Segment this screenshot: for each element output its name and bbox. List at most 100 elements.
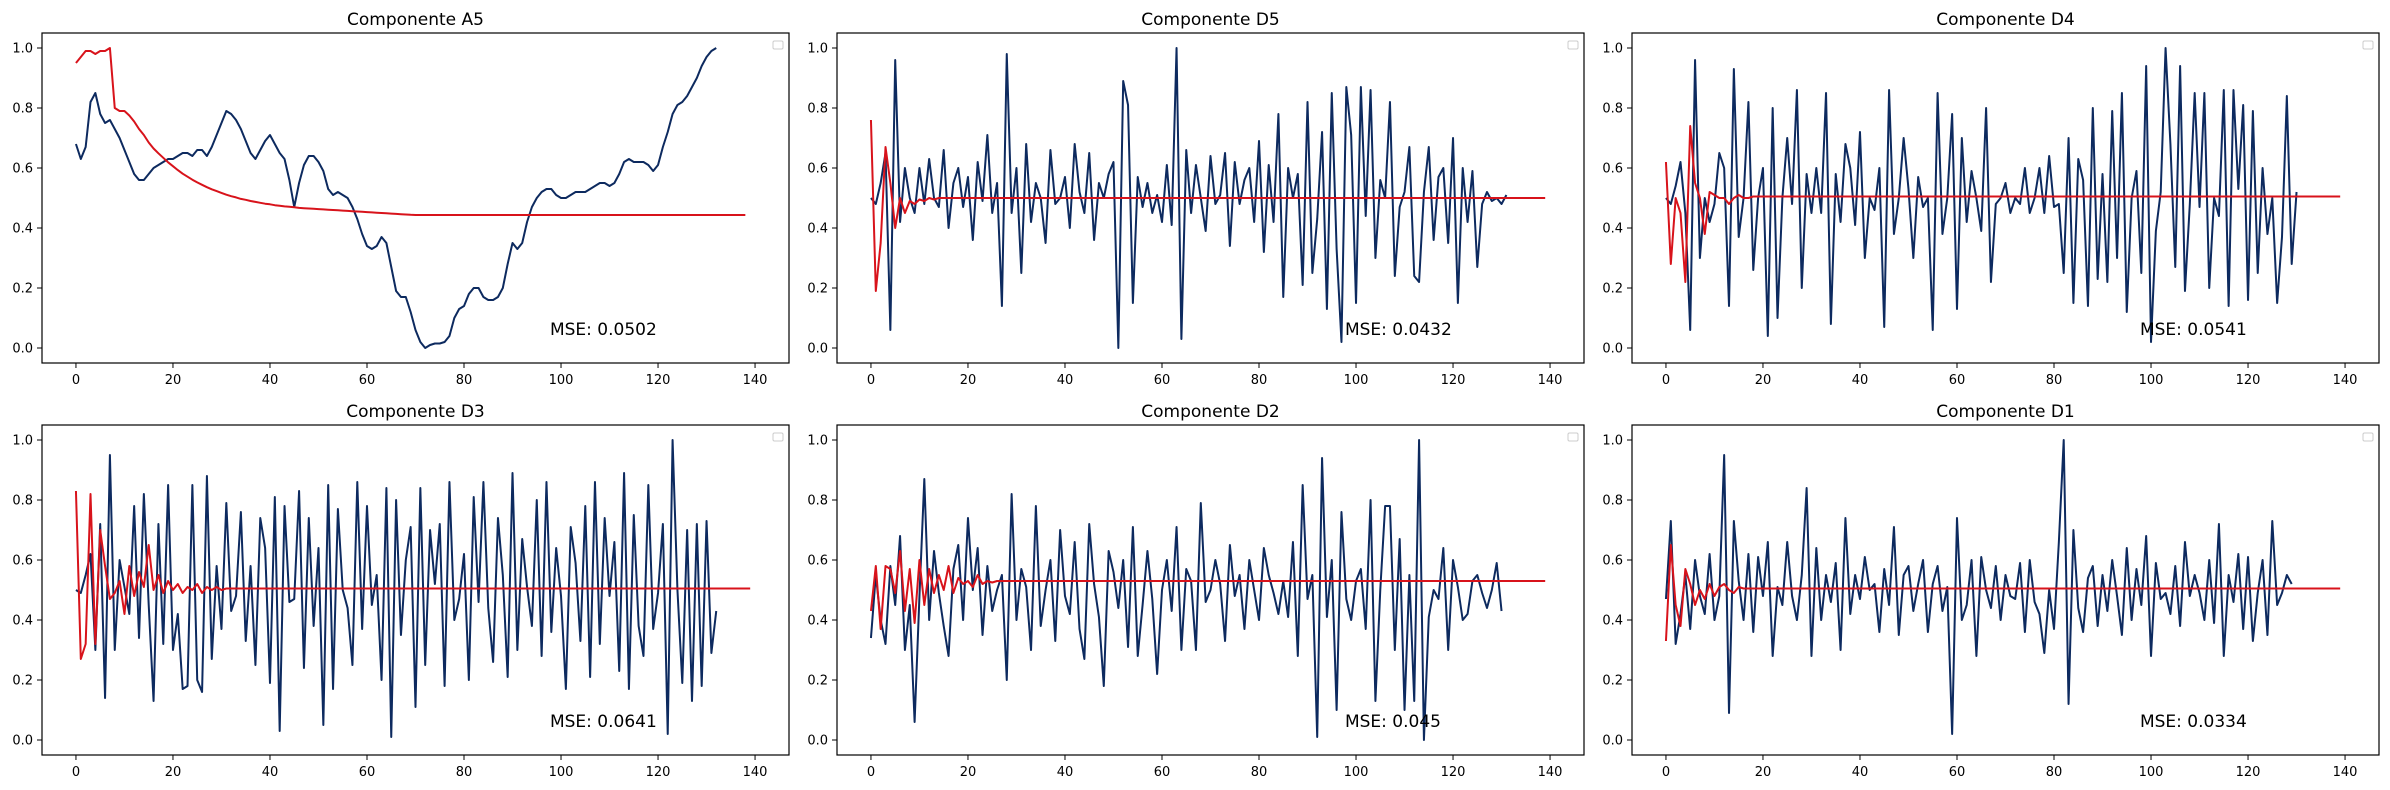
series-group	[869, 439, 1546, 741]
x-tick-label: 140	[1538, 765, 1563, 780]
legend-box	[772, 40, 784, 50]
x-tick-label: 20	[165, 765, 182, 780]
legend-box	[1567, 432, 1579, 442]
x-tick-label: 80	[1251, 373, 1268, 388]
y-tick-label: 0.6	[1602, 162, 1623, 177]
y-tick-label: 0.0	[1602, 734, 1623, 749]
x-tick-label: 120	[646, 373, 671, 388]
series-group	[1664, 439, 2341, 735]
x-tick-label: 140	[743, 765, 768, 780]
axes-frame	[41, 424, 790, 756]
x-tick-label: 20	[960, 373, 977, 388]
x-tick-label: 120	[2236, 373, 2261, 388]
y-tick-label: 0.4	[807, 222, 828, 237]
y-tick-label: 0.2	[1602, 282, 1623, 297]
prediction-line	[74, 490, 751, 660]
x-tick-label: 20	[1755, 373, 1772, 388]
x-tick-label: 0	[72, 373, 80, 388]
x-tick-label: 60	[1154, 373, 1171, 388]
x-tick-label: 20	[165, 373, 182, 388]
legend-box	[1567, 40, 1579, 50]
subplot-title: Componente D5	[1141, 10, 1279, 30]
y-tick-label: 0.6	[12, 554, 33, 569]
y-tick-label: 0.0	[12, 342, 33, 357]
x-tick-label: 0	[867, 373, 875, 388]
x-tick-label: 80	[2046, 373, 2063, 388]
signal-line	[75, 439, 718, 738]
x-tick-label: 40	[1852, 373, 1869, 388]
y-tick-label: 0.8	[1602, 494, 1623, 509]
x-tick-label: 80	[456, 765, 473, 780]
y-tick-label: 0.8	[807, 102, 828, 117]
y-tick-label: 0.4	[1602, 222, 1623, 237]
y-tick-label: 1.0	[12, 42, 33, 57]
subplot-title: Componente D2	[1141, 402, 1279, 422]
y-tick-label: 0.6	[807, 554, 828, 569]
prediction-line	[869, 119, 1546, 292]
series-group	[869, 47, 1546, 349]
mse-annotation: MSE: 0.0541	[2140, 320, 2247, 340]
x-tick-label: 100	[2139, 765, 2164, 780]
y-tick-label: 0.8	[12, 494, 33, 509]
prediction-line	[1664, 125, 2341, 283]
y-tick-label: 0.2	[12, 282, 33, 297]
y-tick-label: 0.0	[12, 734, 33, 749]
x-tick-label: 40	[1852, 765, 1869, 780]
series-group	[1664, 47, 2341, 343]
x-tick-label: 60	[1949, 765, 1966, 780]
x-tick-label: 100	[2139, 373, 2164, 388]
y-tick-label: 0.8	[1602, 102, 1623, 117]
y-tick-label: 0.2	[1602, 674, 1623, 689]
subplot-title: Componente D4	[1936, 10, 2074, 30]
subplot-title: Componente A5	[347, 10, 484, 30]
x-tick-label: 140	[1538, 373, 1563, 388]
x-tick-label: 120	[1441, 765, 1466, 780]
axes-frame	[1631, 32, 2380, 364]
x-tick-label: 60	[359, 765, 376, 780]
y-tick-label: 0.6	[807, 162, 828, 177]
y-tick-label: 1.0	[1602, 434, 1623, 449]
y-tick-label: 0.8	[807, 494, 828, 509]
x-tick-label: 100	[1344, 765, 1369, 780]
legend-box	[772, 432, 784, 442]
mse-annotation: MSE: 0.0502	[550, 320, 657, 340]
x-tick-label: 120	[646, 765, 671, 780]
x-tick-label: 60	[359, 373, 376, 388]
legend-box	[2362, 432, 2374, 442]
axes-frame	[1631, 424, 2380, 756]
x-tick-label: 80	[456, 373, 473, 388]
signal-line	[74, 47, 717, 349]
x-tick-label: 40	[1057, 765, 1074, 780]
subplot-4: Componente D3 0 20 40 60 80 100 120 140 0.0 0.2 0.4…	[12, 402, 790, 780]
y-tick-label: 0.0	[807, 342, 828, 357]
subplot-2: Componente D5 0 20 40 60 80 100 120 140 0.0 0.2 0.4…	[807, 10, 1585, 388]
x-tick-label: 40	[262, 373, 279, 388]
x-tick-label: 0	[1662, 373, 1670, 388]
x-tick-label: 120	[1441, 373, 1466, 388]
y-tick-label: 0.0	[1602, 342, 1623, 357]
y-tick-label: 0.4	[12, 614, 33, 629]
y-tick-label: 0.4	[807, 614, 828, 629]
subplot-1: Componente A5 0 20 40 60 80 100 120 140 0.0 0.2 0.4…	[12, 10, 790, 388]
y-tick-label: 0.6	[12, 162, 33, 177]
mse-annotation: MSE: 0.045	[1345, 712, 1441, 732]
mse-annotation: MSE: 0.0641	[550, 712, 657, 732]
prediction-line	[869, 550, 1546, 630]
y-tick-label: 0.0	[807, 734, 828, 749]
y-tick-label: 0.4	[12, 222, 33, 237]
x-tick-label: 140	[743, 373, 768, 388]
subplot-5: Componente D2 0 20 40 60 80 100 120 140 0.0 0.2 0.4…	[807, 402, 1585, 780]
prediction-line	[1664, 544, 2341, 642]
x-tick-label: 0	[1662, 765, 1670, 780]
mse-annotation: MSE: 0.0432	[1345, 320, 1452, 340]
signal-line	[1664, 439, 2293, 735]
x-tick-label: 100	[549, 373, 574, 388]
x-tick-label: 0	[72, 765, 80, 780]
y-tick-label: 1.0	[12, 434, 33, 449]
x-tick-label: 60	[1154, 765, 1171, 780]
x-tick-label: 0	[867, 765, 875, 780]
x-tick-label: 100	[549, 765, 574, 780]
x-tick-label: 100	[1344, 373, 1369, 388]
mse-annotation: MSE: 0.0334	[2140, 712, 2247, 732]
